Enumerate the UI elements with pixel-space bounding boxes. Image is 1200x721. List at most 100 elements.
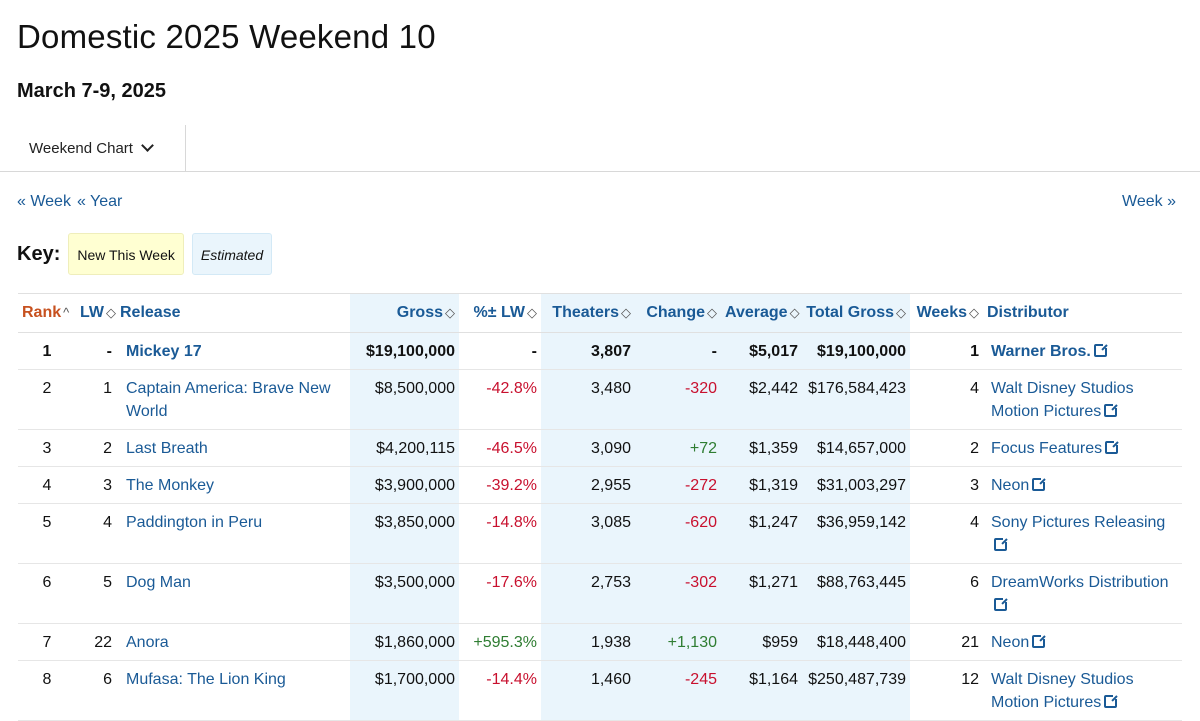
rank-cell: 2	[18, 369, 76, 430]
theaters-cell: 2,753	[541, 563, 635, 624]
header-average[interactable]: Average ◇	[721, 293, 802, 333]
distributor-link[interactable]: Walt Disney Studios Motion Pictures	[991, 671, 1134, 711]
external-link-icon[interactable]	[1032, 477, 1047, 491]
external-link-icon[interactable]	[994, 597, 1008, 611]
average-cell: $1,164	[721, 660, 802, 721]
total-gross-cell: $250,487,739	[802, 660, 910, 721]
total-gross-cell: $88,763,445	[802, 563, 910, 624]
table-row: 5 4 Paddington in Peru $3,850,000 -14.8% 3,08…	[18, 503, 1182, 564]
header-change[interactable]: Change ◇	[635, 293, 721, 333]
external-link-icon[interactable]	[1104, 694, 1119, 708]
release-cell: Last Breath	[116, 429, 350, 467]
distributor-link[interactable]: Walt Disney Studios Motion Pictures	[991, 380, 1134, 420]
lw-cell: 4	[76, 503, 116, 564]
next-week-link[interactable]: Week »	[1122, 193, 1176, 210]
distributor-link[interactable]: DreamWorks Distribution	[991, 574, 1169, 614]
sort-icon: ◇	[621, 305, 631, 320]
sort-icon: ◇	[445, 305, 455, 320]
total-gross-cell: $31,003,297	[802, 466, 910, 504]
lw-cell: -	[76, 332, 116, 370]
average-cell: $1,359	[721, 429, 802, 467]
legend-key: Key: New This Week Estimated	[17, 232, 273, 276]
prev-year-link[interactable]: « Year	[77, 193, 123, 210]
weeks-cell: 4	[910, 503, 983, 564]
distributor-link[interactable]: Warner Bros.	[991, 343, 1108, 360]
pct-lw-cell: -17.6%	[459, 563, 541, 624]
external-link-icon[interactable]	[1104, 403, 1119, 417]
table-row: 7 22 Anora $1,860,000 +595.3% 1,938 +1,130 $959…	[18, 623, 1182, 661]
release-link[interactable]: Dog Man	[126, 574, 191, 591]
theaters-cell: 3,480	[541, 369, 635, 430]
table-row: 2 1 Captain America: Brave New World $8,500…	[18, 369, 1182, 430]
weekend-chart-dropdown[interactable]: Weekend Chart	[0, 125, 186, 171]
theaters-cell: 1,460	[541, 660, 635, 721]
distributor-cell: Focus Features	[983, 429, 1182, 467]
header-theaters[interactable]: Theaters ◇	[541, 293, 635, 333]
header-pct-lw[interactable]: %± LW ◇	[459, 293, 541, 333]
page-title: Domestic 2025 Weekend 10	[17, 18, 436, 55]
release-link[interactable]: Paddington in Peru	[126, 514, 263, 531]
distributor-name: Walt Disney Studios Motion Pictures	[991, 380, 1134, 420]
pct-lw-cell: -42.8%	[459, 369, 541, 430]
release-link[interactable]: Captain America: Brave New World	[126, 380, 331, 420]
external-link-icon[interactable]	[1032, 634, 1047, 648]
key-estimated: Estimated	[191, 233, 273, 275]
release-cell: Paddington in Peru	[116, 503, 350, 564]
average-cell: $1,319	[721, 466, 802, 504]
change-cell: -620	[635, 503, 721, 564]
weeks-cell: 4	[910, 369, 983, 430]
average-cell: $1,271	[721, 563, 802, 624]
release-link[interactable]: Mufasa: The Lion King	[126, 671, 286, 688]
table-row: 8 6 Mufasa: The Lion King $1,700,000 -14.4% 1…	[18, 660, 1182, 721]
external-link-icon[interactable]	[1105, 440, 1120, 454]
header-gross[interactable]: Gross ◇	[350, 293, 459, 333]
release-link[interactable]: Last Breath	[126, 440, 208, 457]
gross-cell: $1,700,000	[350, 660, 459, 721]
release-link[interactable]: Anora	[126, 634, 169, 651]
release-cell: Dog Man	[116, 563, 350, 624]
change-cell: -272	[635, 466, 721, 504]
total-gross-cell: $19,100,000	[802, 332, 910, 370]
rank-cell: 7	[18, 623, 76, 661]
pct-lw-cell: -46.5%	[459, 429, 541, 467]
gross-cell: $3,500,000	[350, 563, 459, 624]
header-distributor[interactable]: Distributor	[983, 293, 1182, 333]
gross-cell: $4,200,115	[350, 429, 459, 467]
distributor-name: DreamWorks Distribution	[991, 574, 1169, 591]
release-link[interactable]: The Monkey	[126, 477, 215, 494]
header-release[interactable]: Release	[116, 293, 350, 333]
prev-week-link[interactable]: « Week	[17, 193, 71, 210]
distributor-link[interactable]: Sony Pictures Releasing	[991, 514, 1165, 554]
weeks-cell: 2	[910, 429, 983, 467]
change-cell: -245	[635, 660, 721, 721]
lw-cell: 2	[76, 429, 116, 467]
release-cell: Mickey 17	[116, 332, 350, 370]
lw-cell: 6	[76, 660, 116, 721]
distributor-link[interactable]: Neon	[991, 634, 1047, 651]
change-cell: -302	[635, 563, 721, 624]
header-total-gross[interactable]: Total Gross ◇	[802, 293, 910, 333]
distributor-link[interactable]: Neon	[991, 477, 1047, 494]
distributor-link[interactable]: Focus Features	[991, 440, 1120, 457]
pct-lw-cell: -	[459, 332, 541, 370]
distributor-cell: Walt Disney Studios Motion Pictures	[983, 369, 1182, 430]
gross-cell: $3,850,000	[350, 503, 459, 564]
pct-lw-cell: -39.2%	[459, 466, 541, 504]
external-link-icon[interactable]	[994, 537, 1008, 551]
table-header-row: Rank ^ LW ◇ Release Gross ◇ %± LW ◇ Theaters…	[18, 293, 1182, 333]
change-cell: -320	[635, 369, 721, 430]
sort-icon: ◇	[106, 305, 116, 320]
change-cell: -	[635, 332, 721, 370]
table-row: 3 2 Last Breath $4,200,115 -46.5% 3,090 +72 $1,…	[18, 429, 1182, 467]
external-link-icon[interactable]	[1093, 343, 1108, 357]
release-link[interactable]: Mickey 17	[126, 343, 202, 360]
release-cell: Mufasa: The Lion King	[116, 660, 350, 721]
lw-cell: 5	[76, 563, 116, 624]
distributor-name: Neon	[991, 477, 1030, 494]
header-lw[interactable]: LW ◇	[76, 293, 116, 333]
header-rank[interactable]: Rank ^	[18, 293, 76, 333]
header-weeks[interactable]: Weeks ◇	[910, 293, 983, 333]
page-subtitle: March 7-9, 2025	[17, 80, 166, 102]
distributor-cell: DreamWorks Distribution	[983, 563, 1182, 624]
box-office-table: Rank ^ LW ◇ Release Gross ◇ %± LW ◇ Theaters…	[18, 293, 1182, 721]
